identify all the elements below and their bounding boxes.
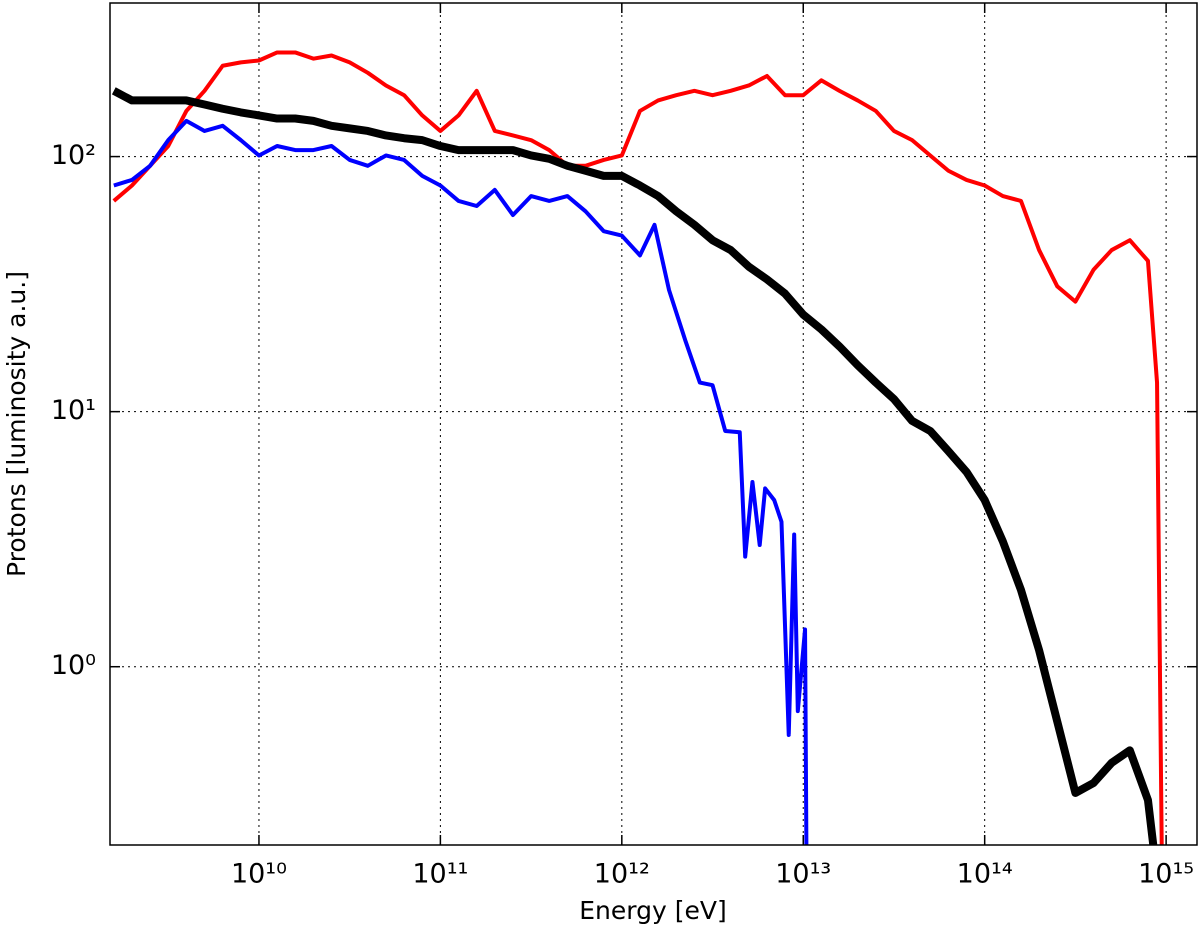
y-axis-label: Protons [luminosity a.u.] (2, 271, 31, 577)
series-line (112, 50, 1164, 845)
x-tick-label: 10¹³ (775, 859, 831, 890)
plot-frame (109, 2, 1198, 846)
x-tick-label: 10¹⁴ (957, 859, 1013, 890)
series-line (113, 118, 809, 845)
grid (110, 3, 1197, 845)
x-tick-label: 10¹² (594, 859, 650, 890)
x-tick-label: 10¹¹ (412, 859, 468, 890)
x-tick-label: 10¹⁵ (1138, 859, 1194, 890)
plot-lines (111, 50, 1164, 845)
y-tick-label: 10⁰ (51, 650, 96, 681)
x-tick-label: 10¹⁰ (231, 859, 287, 890)
series-line (111, 87, 1158, 845)
x-axis-label: Energy [eV] (579, 896, 726, 925)
y-tick-label: 10² (51, 140, 96, 171)
y-tick-label: 10¹ (51, 395, 96, 426)
